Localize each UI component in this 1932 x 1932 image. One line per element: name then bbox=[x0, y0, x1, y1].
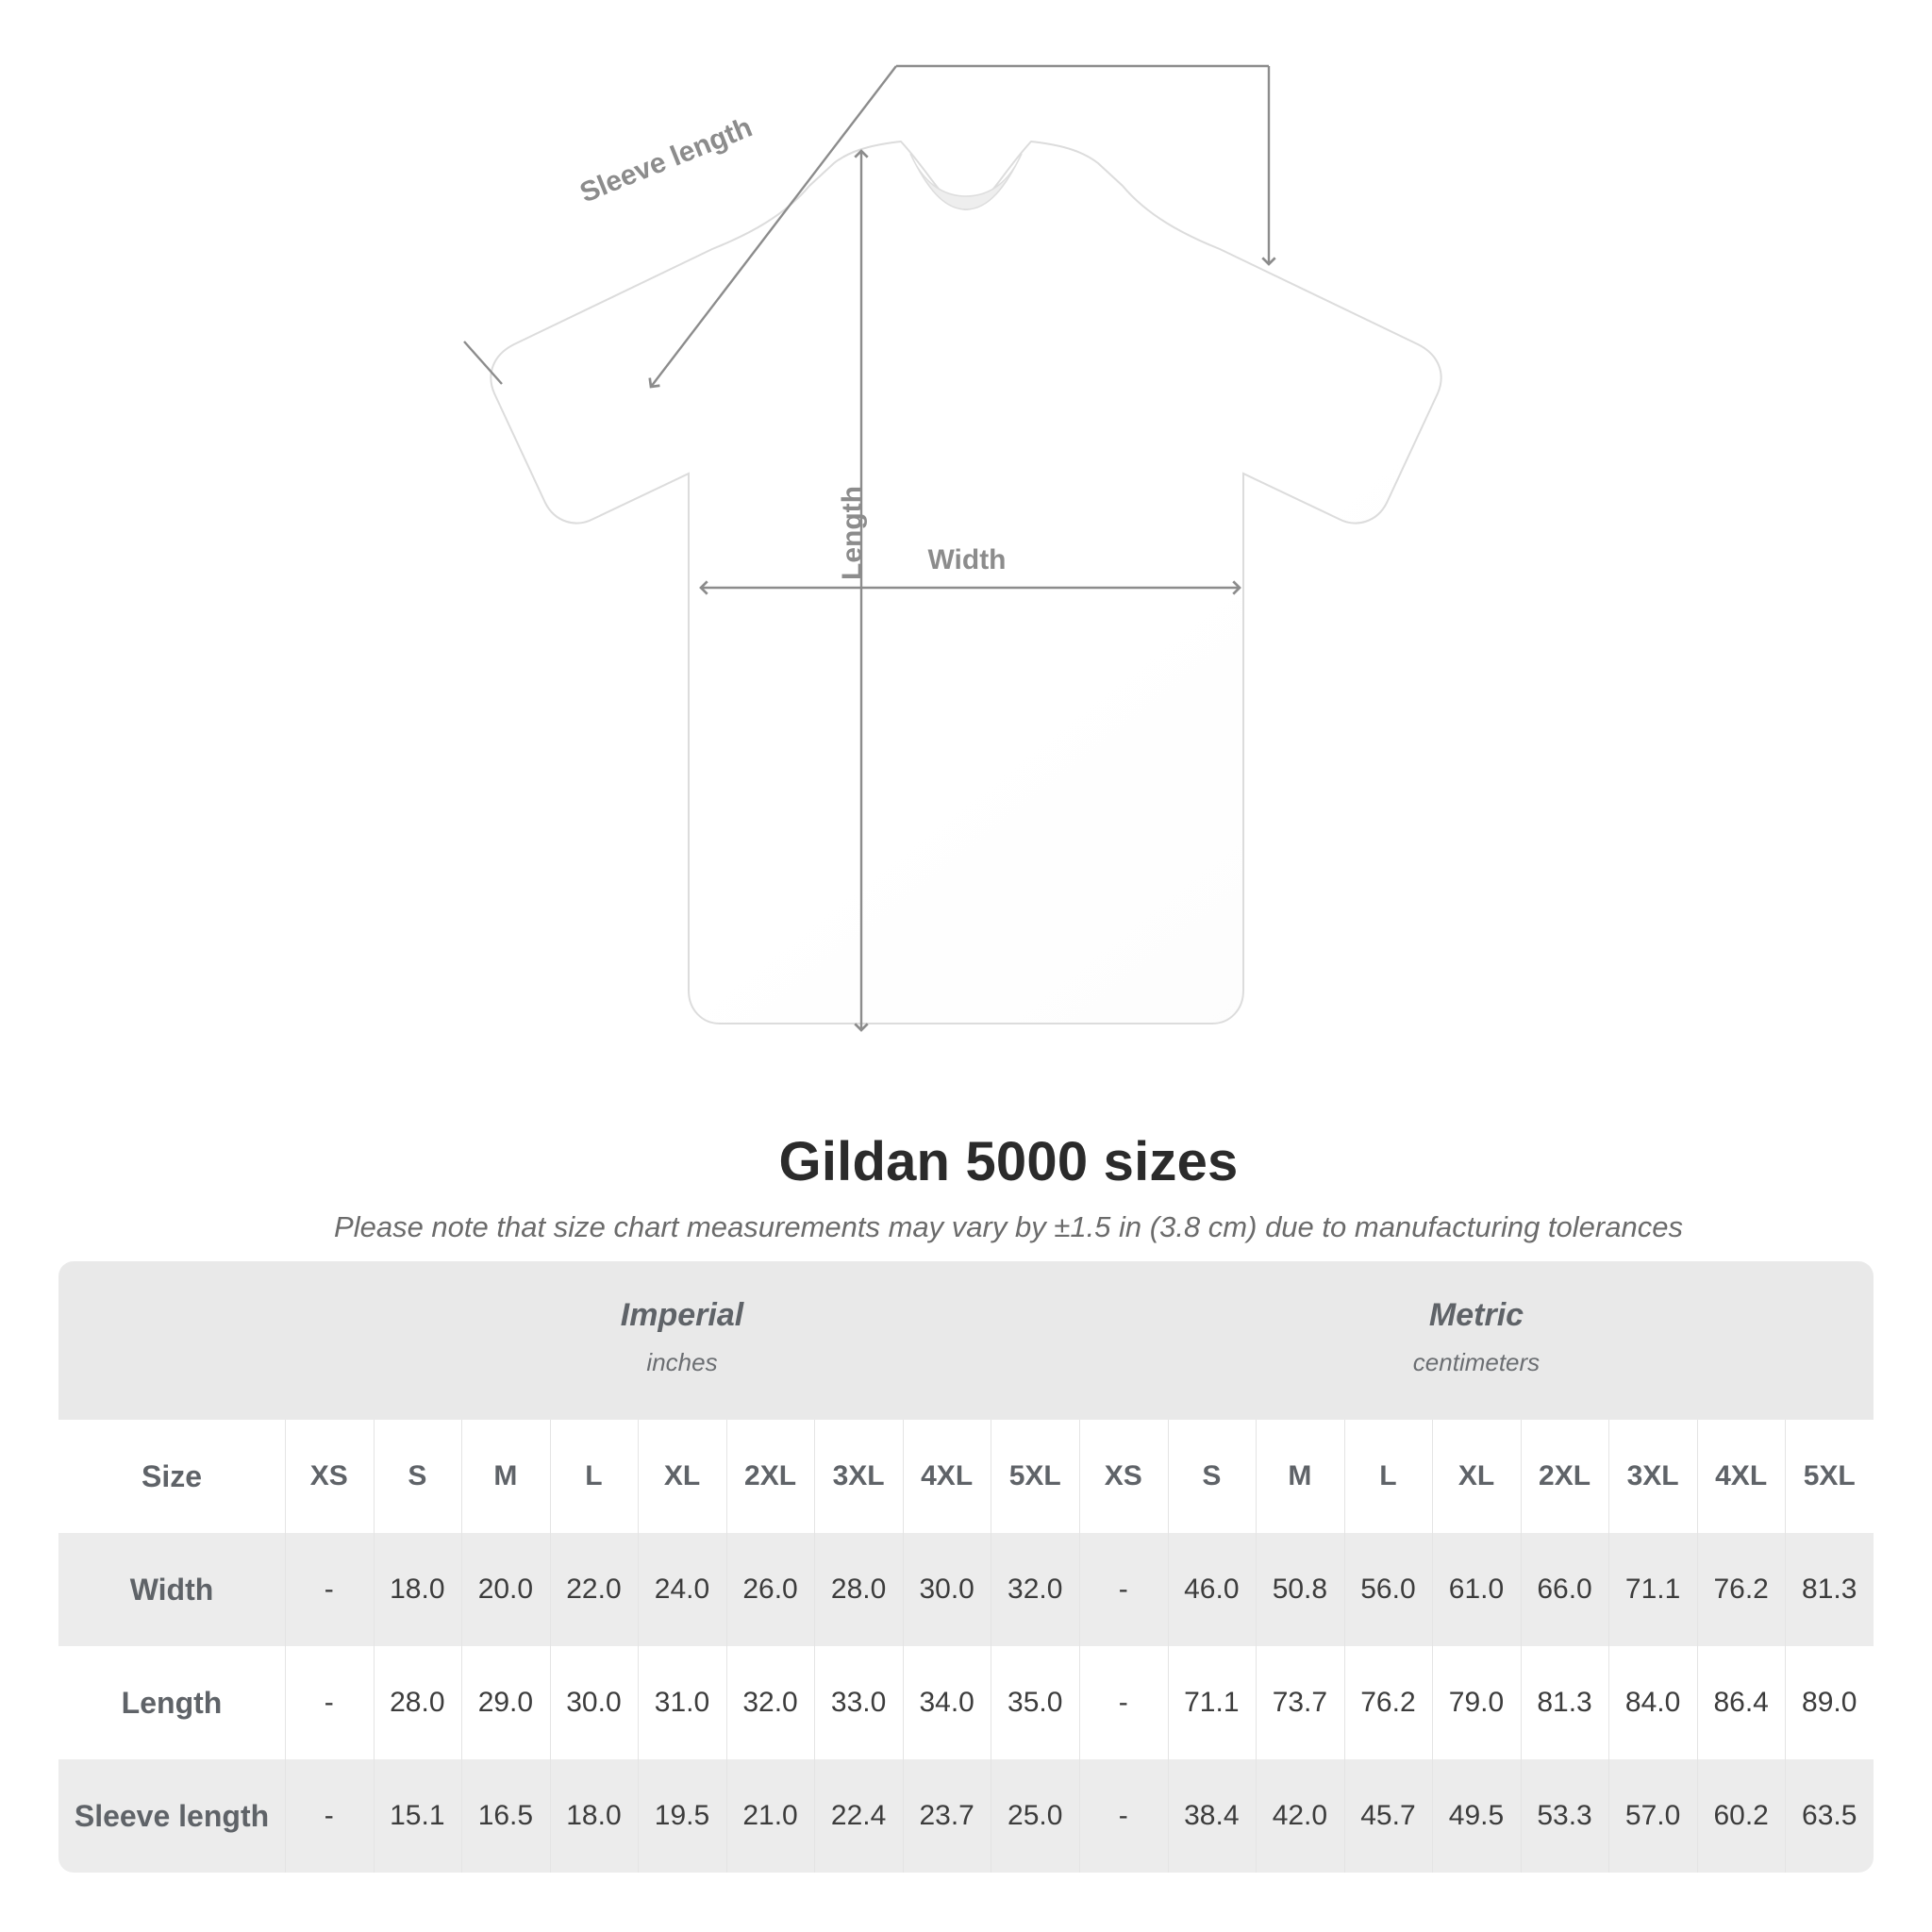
svg-text:Length: Length bbox=[837, 486, 868, 580]
svg-text:Width: Width bbox=[927, 544, 1006, 575]
svg-text:Sleeve length: Sleeve length bbox=[575, 111, 757, 208]
